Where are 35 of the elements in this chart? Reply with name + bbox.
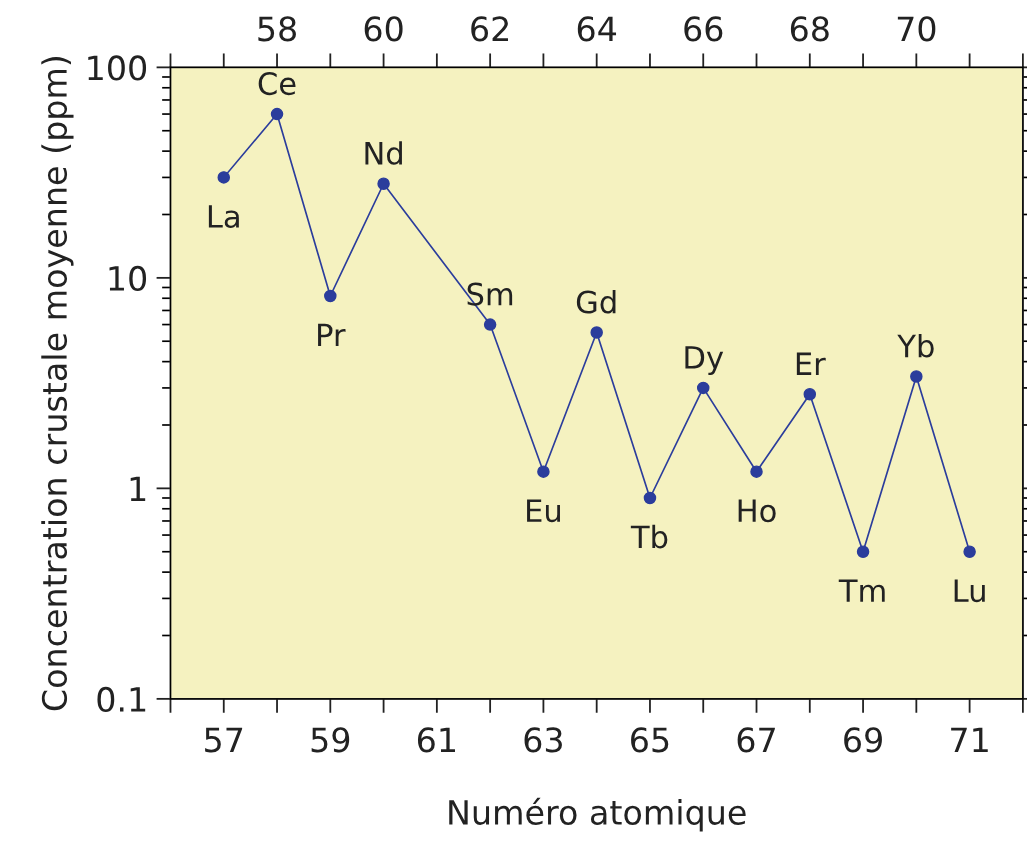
- x2-tick-label: 64: [577, 16, 617, 42]
- x2-tick-label: 60: [364, 16, 403, 42]
- annotation: Gd: [576, 289, 616, 314]
- x2-tick-label: 68: [790, 16, 829, 42]
- annotation: Er: [796, 352, 826, 375]
- x-tick-label: 61: [417, 727, 455, 753]
- x-tick-label: 71: [951, 727, 988, 752]
- annotation: Lu: [954, 579, 985, 603]
- annotation: Sm: [467, 282, 513, 306]
- y-tick-label: 1: [130, 476, 146, 502]
- y-tick-label: 0.1: [97, 686, 146, 712]
- annotation: Yb: [897, 333, 934, 358]
- x2-tick-label: 62: [471, 16, 508, 42]
- y-axis-title: Concentration crustale moyenne (ppm): [41, 56, 74, 711]
- x2-tick-label: 66: [684, 16, 723, 42]
- x2-tick-label: 58: [258, 16, 296, 42]
- x-axis-title: Numéro atomique: [449, 797, 746, 832]
- y-tick-label: 100: [88, 55, 147, 81]
- x-tick-label: 63: [524, 727, 562, 753]
- annotation: Ce: [258, 72, 296, 96]
- x-tick-label: 59: [311, 727, 350, 753]
- annotation: Tm: [838, 579, 885, 602]
- annotation: Nd: [365, 141, 402, 165]
- annotation: Tb: [630, 524, 668, 549]
- y-tick-label: 10: [109, 265, 147, 291]
- x-tick-label: 67: [737, 727, 775, 753]
- x2-tick-label: 70: [897, 16, 936, 42]
- x-tick-label: 65: [631, 727, 669, 753]
- x-tick-label: 57: [205, 727, 243, 753]
- annotation: Dy: [685, 346, 724, 375]
- x-tick-label: 69: [844, 727, 882, 753]
- annotation: Pr: [318, 323, 346, 347]
- annotation: La: [208, 205, 239, 228]
- annotation: Eu: [527, 499, 560, 523]
- annotation: Ho: [738, 499, 776, 523]
